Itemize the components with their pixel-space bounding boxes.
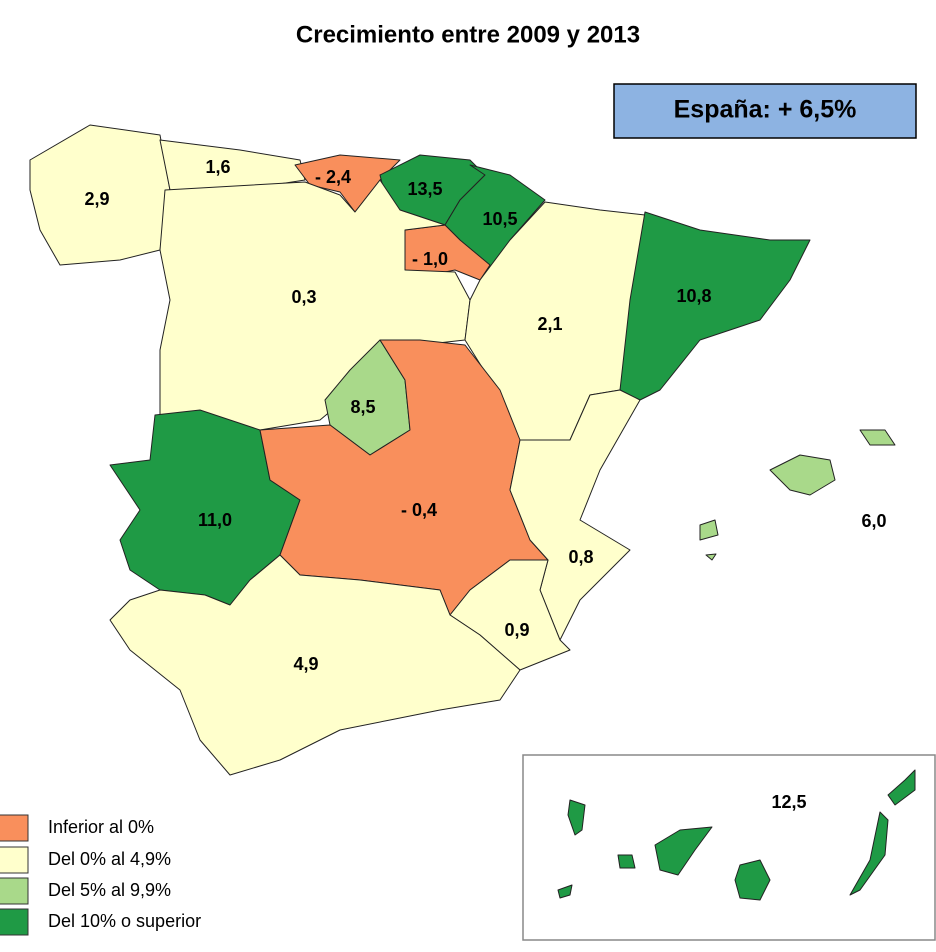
region-label: 2,9 [84, 189, 109, 209]
region-label: 0,3 [291, 287, 316, 307]
region-label: 4,9 [293, 654, 318, 674]
region-label: 6,0 [861, 511, 886, 531]
legend-label: Del 10% o superior [48, 911, 201, 931]
region-label: 0,8 [568, 547, 593, 567]
region-label: 10,8 [676, 286, 711, 306]
region-label: 12,5 [771, 792, 806, 812]
map-title: Crecimiento entre 2009 y 2013 [296, 21, 640, 48]
canarias-inset [522, 754, 936, 941]
region [734, 859, 771, 901]
legend-swatch [0, 814, 29, 842]
region [887, 769, 916, 806]
region [557, 884, 573, 899]
region-label: 2,1 [537, 314, 562, 334]
region [509, 389, 641, 641]
region-label: 10,5 [482, 209, 517, 229]
region-label: - 1,0 [412, 249, 448, 269]
region-label: 1,6 [205, 157, 230, 177]
region [29, 124, 171, 266]
legend-swatch [0, 846, 29, 874]
region [109, 554, 521, 776]
region-label: 0,9 [504, 620, 529, 640]
region [699, 519, 719, 541]
region [159, 139, 306, 191]
legend-label: Del 0% al 4,9% [48, 849, 171, 869]
legend-swatch [0, 877, 29, 905]
region [859, 429, 896, 446]
national-label: España: + 6,5% [674, 96, 857, 124]
legend-label: Del 5% al 9,9% [48, 880, 171, 900]
national-box [613, 83, 917, 139]
region-label: - 2,4 [315, 167, 351, 187]
region-label: 8,5 [350, 397, 375, 417]
legend-label: Inferior al 0% [48, 817, 154, 837]
region-label: - 0,4 [401, 500, 437, 520]
region [705, 553, 717, 561]
region [567, 799, 586, 836]
region [619, 211, 811, 401]
region [654, 826, 713, 876]
region [769, 454, 836, 496]
legend-swatch [0, 908, 29, 936]
region [849, 811, 889, 896]
region-label: 13,5 [407, 179, 442, 199]
region-label: 11,0 [198, 510, 232, 530]
region [617, 854, 636, 869]
